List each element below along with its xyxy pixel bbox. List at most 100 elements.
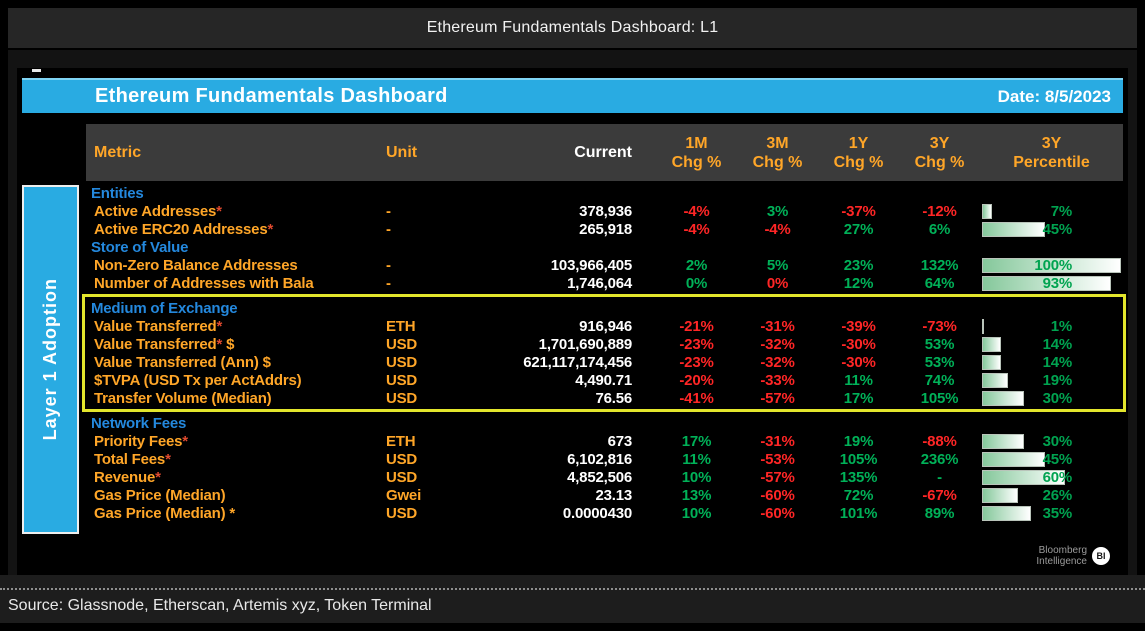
table-row: Number of Addresses with Bala - 1,746,064 0… (86, 274, 1123, 292)
row-label: Non-Zero Balance Addresses (94, 256, 298, 274)
chg-cell-1m: -23% (679, 335, 714, 353)
bi-logo-line1: Bloomberg (1038, 545, 1087, 556)
table-body: Entities Active Addresses* -378,936 -4% 3% -3… (82, 184, 1126, 522)
chg-cell-1m: 10% (681, 468, 712, 486)
col-header-line: 3Y (1041, 134, 1062, 152)
chg-cell-3y: 236% (920, 450, 959, 468)
table-row: Priority Fees* ETH 673 17% -31% 19% -88% 30% (86, 432, 1123, 450)
bi-logo-line2: Intelligence (1036, 556, 1087, 567)
percentile-label: 14% (1042, 335, 1073, 353)
chg-cell-1y: 105% (839, 450, 878, 468)
unit-cell: USD (386, 468, 418, 486)
metric-cell: Value Transferred* $ (86, 336, 386, 353)
metric-cell: Total Fees* (86, 451, 386, 468)
metric-cell: Number of Addresses with Bala (86, 275, 386, 292)
col-header-line: Chg % (671, 153, 722, 171)
chg-cell-3m: -4% (764, 220, 791, 238)
table-row: Value Transferred* ETH 916,946 -21% -31% -39%… (86, 317, 1123, 335)
col-header-current: Current (574, 143, 632, 161)
percentile-cell: 45% (980, 451, 1123, 468)
chg-cell-3y: 53% (924, 335, 955, 353)
percentile-label: 100% (1034, 256, 1072, 274)
current-cell: 6,102,816 (567, 450, 632, 468)
current-cell: 673 (607, 432, 633, 450)
col-header-line: Chg % (752, 153, 803, 171)
table-header-row: Metric Unit Current 1M Chg % 3M Chg % 1Y… (86, 124, 1123, 181)
metric-cell: Transfer Volume (Median) (86, 390, 386, 407)
unit-cell: ETH (386, 317, 416, 335)
chg-cell-1m: -4% (683, 202, 710, 220)
chg-cell-3m: 5% (766, 256, 789, 274)
percentile-label: 7% (1050, 202, 1072, 220)
metric-cell: Gas Price (Median) * (86, 505, 386, 522)
row-label: Revenue (94, 468, 156, 486)
chg-cell-3m: -57% (760, 389, 795, 407)
percentile-bar (982, 354, 1001, 370)
chg-cell-1y: 23% (843, 256, 874, 274)
col-header-3m-chg: 3M Chg % (737, 134, 818, 172)
table-row: Active ERC20 Addresses* -265,918 -4% -4% 27%… (86, 220, 1123, 238)
percentile-cell: 1% (980, 318, 1123, 335)
row-label: Transfer Volume (Median) (94, 389, 272, 407)
chg-cell-3y: 64% (924, 274, 955, 292)
percentile-bar (982, 505, 1031, 521)
col-header-line: 1Y (848, 134, 869, 152)
row-label: Active Addresses (94, 202, 217, 220)
section-header-row: Network Fees (86, 414, 1123, 432)
row-star: * (216, 317, 223, 335)
chg-cell-3m: -60% (760, 504, 795, 522)
chg-cell-1y: -37% (841, 202, 876, 220)
current-cell: 4,490.71 (575, 371, 632, 389)
table-row: Revenue* USD 4,852,506 10% -57% 135% -60% (86, 468, 1123, 486)
percentile-bar (982, 221, 1045, 237)
table-row: Non-Zero Balance Addresses - 103,966,405 2%… (86, 256, 1123, 274)
chg-cell-3m: -31% (760, 432, 795, 450)
metric-cell: Non-Zero Balance Addresses (86, 257, 386, 274)
percentile-bar (982, 318, 984, 334)
table-row: Active Addresses* -378,936 -4% 3% -37% -12% 7% (86, 202, 1123, 220)
chg-cell-1m: 0% (685, 274, 708, 292)
table-row: Value Transferred* $ USD 1,701,690,889 -23%… (86, 335, 1123, 353)
percentile-bar (982, 390, 1024, 406)
row-label: Value Transferred (Ann) $ (94, 353, 271, 371)
chg-cell-1m: 2% (685, 256, 708, 274)
current-cell: 265,918 (579, 220, 632, 238)
chg-cell-1y: -30% (841, 353, 876, 371)
percentile-label: 1% (1050, 317, 1072, 335)
table-row: Total Fees* USD 6,102,816 11% -53% 105% 236% 45… (86, 450, 1123, 468)
unit-cell: USD (386, 335, 418, 353)
col-header-line: Chg % (914, 153, 965, 171)
current-cell: 1,701,690,889 (538, 335, 633, 353)
chg-cell-3m: -32% (760, 353, 795, 371)
row-star: * (267, 220, 274, 238)
table-row: $TVPA (USD Tx per ActAddrs) USD 4,490.71 -2… (86, 371, 1123, 389)
percentile-label: 26% (1042, 486, 1073, 504)
metric-cell: Active Addresses* (86, 203, 386, 220)
window-titlebar: Ethereum Fundamentals Dashboard: L1 (8, 8, 1137, 48)
row-star: * (216, 202, 222, 220)
chg-cell-3m: 3% (766, 202, 789, 220)
chg-cell-3m: -33% (760, 371, 795, 389)
percentile-bar (982, 469, 1065, 485)
chg-cell-3y: 53% (924, 353, 955, 371)
chg-cell-3y: -88% (922, 432, 957, 450)
metric-cell: Priority Fees* (86, 433, 386, 450)
current-cell: 378,936 (579, 202, 632, 220)
row-label: Value Transferred (94, 317, 217, 335)
percentile-bar (982, 257, 1121, 273)
section-header-row: Entities (86, 184, 1123, 202)
percentile-cell: 30% (980, 433, 1123, 450)
chg-cell-1y: 12% (843, 274, 874, 292)
row-label: Total Fees (94, 450, 166, 468)
col-header-1y-chg: 1Y Chg % (818, 134, 899, 172)
col-header-line: Chg % (833, 153, 884, 171)
metric-cell: Value Transferred (Ann) $ (86, 354, 386, 371)
row-star: * (155, 468, 161, 486)
percentile-bar (982, 487, 1018, 503)
percentile-cell: 35% (980, 505, 1123, 522)
stray-mark (32, 69, 41, 72)
row-label-suffix: $ (222, 335, 235, 353)
dashboard-panel: Ethereum Fundamentals Dashboard Date: 8/… (17, 68, 1128, 575)
percentile-cell: 7% (980, 203, 1123, 220)
unit-cell: USD (386, 389, 418, 407)
